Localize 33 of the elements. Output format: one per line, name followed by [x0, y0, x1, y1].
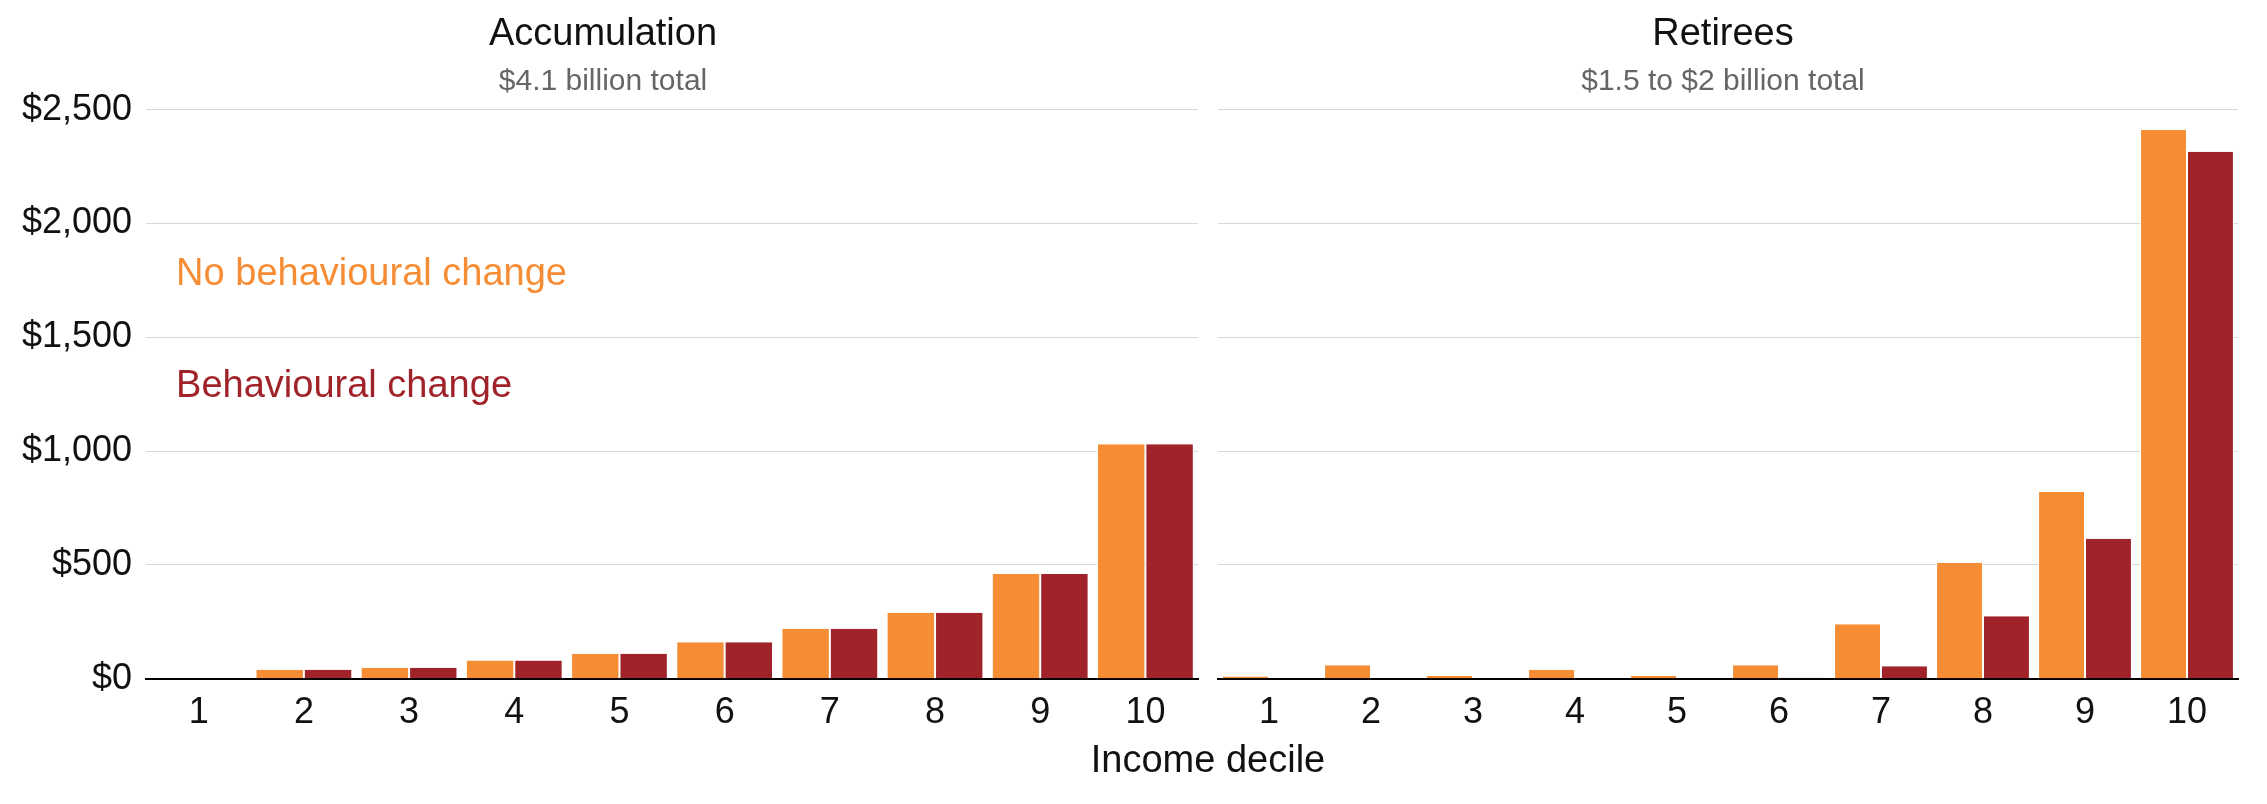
x-tick-label: 3 [1462, 690, 1484, 732]
y-tick-label: $0 [92, 655, 133, 697]
x-tick-label: 4 [1564, 690, 1586, 732]
x-tick-label: 4 [504, 690, 525, 732]
x-tick-label: 10 [1125, 690, 1166, 732]
chart-subtitle: $4.1 billion total [498, 62, 708, 96]
chart-title: Retirees [1652, 11, 1794, 54]
x-tick-label: 2 [293, 690, 314, 732]
x-tick-label: 9 [2074, 690, 2096, 732]
x-tick-label: 1 [188, 690, 209, 732]
x-tick-label: 1 [1258, 690, 1280, 732]
x-tick-label: 7 [1870, 690, 1892, 732]
y-tick-label: $2,500 [22, 86, 133, 128]
y-tick-label: $1,500 [22, 314, 133, 356]
x-tick-label: 10 [2166, 690, 2208, 732]
x-tick-label: 5 [1666, 690, 1688, 732]
x-tick-label: 5 [609, 690, 630, 732]
x-tick-label: 9 [1030, 690, 1051, 732]
chart-title: Accumulation [488, 11, 718, 54]
text: No behavioural change [176, 251, 567, 294]
x-tick-label: 8 [925, 690, 946, 732]
x-tick-label: 8 [1972, 690, 1994, 732]
x-tick-label: 3 [399, 690, 420, 732]
y-tick-label: $1,000 [22, 428, 133, 470]
chart-subtitle: $1.5 to $2 billion total [1581, 62, 1865, 96]
y-tick-label: $500 [52, 541, 133, 583]
x-tick-label: 6 [714, 690, 735, 732]
y-tick-label: $2,000 [22, 200, 133, 242]
x-tick-label: 7 [819, 690, 840, 732]
text: Behavioural change [176, 363, 513, 406]
x-tick-label: 2 [1360, 690, 1382, 732]
x-tick-label: 6 [1768, 690, 1790, 732]
x-axis-title: Income decile [1089, 738, 1327, 781]
